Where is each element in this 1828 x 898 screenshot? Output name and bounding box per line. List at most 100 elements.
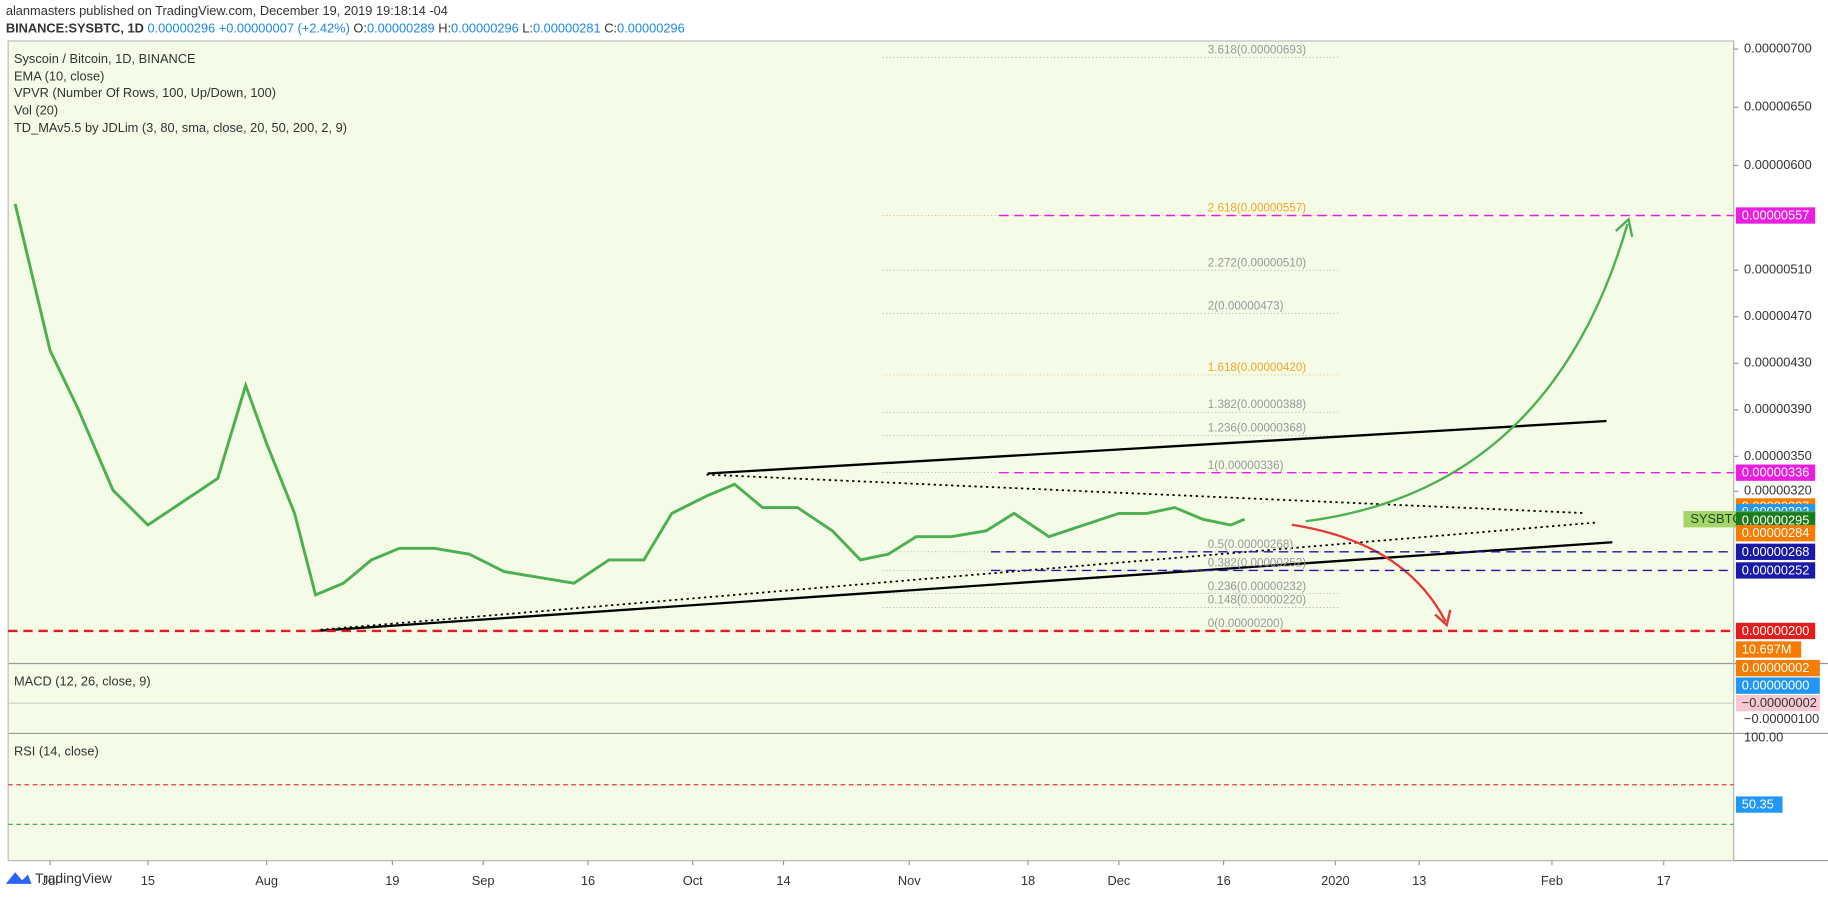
volume-tag <box>1735 641 1802 658</box>
volume-tag-label: 10.697M <box>1742 641 1792 656</box>
fib-label: 3.618(0.00000693) <box>1208 43 1307 56</box>
time-tick-label: 16 <box>1216 873 1230 888</box>
legend-item: Syscoin / Bitcoin, 1D, BINANCE <box>14 51 196 66</box>
price-tick-label: 0.00000700 <box>1744 41 1812 56</box>
price-tag-label: 0.00000557 <box>1742 207 1810 222</box>
price-tag <box>1735 543 1816 560</box>
footer-brand: TradingView <box>35 870 113 886</box>
fib-label: 0(0.00000200) <box>1208 617 1284 630</box>
ohlc-key: O: <box>353 21 367 36</box>
fib-label: 2.272(0.00000510) <box>1208 256 1307 269</box>
arrow-head <box>1434 609 1452 628</box>
price-axis <box>1733 40 1828 861</box>
bearish-arrow <box>1291 523 1447 623</box>
macd-axis-label: −0.00000100 <box>1744 711 1819 726</box>
ohlc-key: H: <box>438 21 451 36</box>
fib-label: 2(0.00000473) <box>1208 299 1284 312</box>
dotted-trendline <box>706 473 1586 514</box>
legend-item: VPVR (Number Of Rows, 100, Up/Down, 100) <box>14 85 276 100</box>
price-tag <box>1735 525 1816 542</box>
price-tag <box>1735 512 1816 529</box>
macd-tag-label: 0.00000000 <box>1742 678 1810 693</box>
rsi-tag <box>1735 796 1783 813</box>
legend-item: TD_MAv5.5 by JDLim (3, 80, sma, close, 2… <box>14 120 347 135</box>
bullish-arrow <box>1305 223 1629 523</box>
ohlc-value: 0.00000281 <box>533 21 601 36</box>
price-tag-label: 0.00000284 <box>1742 525 1810 540</box>
dotted-trendline <box>320 521 1598 631</box>
legend-item: EMA (10, close) <box>14 68 104 83</box>
symbol-line: BINANCE:SYSBTC, 1D 0.00000296 +0.0000000… <box>6 21 685 36</box>
time-tick-label: 19 <box>385 873 399 888</box>
fib-label: 1.236(0.00000368) <box>1208 422 1307 435</box>
price-line <box>13 203 1246 597</box>
price-tag-label: 0.00000200 <box>1742 623 1810 638</box>
fib-label: 1(0.00000336) <box>1208 459 1284 472</box>
time-tick-label: 14 <box>776 873 790 888</box>
time-tick-label: Dec <box>1107 873 1130 888</box>
ohlc-key: L: <box>522 21 533 36</box>
symbol-tag-label: SYSBTC <box>1690 511 1741 526</box>
tradingview-logo <box>5 872 32 884</box>
macd-tag <box>1735 660 1820 677</box>
price-tag <box>1735 464 1816 481</box>
macd-tag <box>1735 694 1820 712</box>
price-tag-label: 0.00000295 <box>1742 512 1810 527</box>
lower-trendline <box>317 541 1613 633</box>
upper-trendline <box>707 419 1607 475</box>
author-line: alanmasters published on TradingView.com… <box>6 3 448 18</box>
price-tick-label: 0.00000430 <box>1744 355 1812 370</box>
macd-tag-label: 0.00000002 <box>1742 660 1810 675</box>
time-tick-label: Nov <box>898 873 921 888</box>
time-tick-label: Aug <box>255 873 278 888</box>
ohlc-value: 0.00000289 <box>367 21 435 36</box>
fib-label: 2.618(0.00000557) <box>1208 202 1307 215</box>
time-tick-label: 18 <box>1021 873 1035 888</box>
fib-label: 0.236(0.00000232) <box>1208 580 1307 593</box>
macd-tag <box>1735 677 1820 694</box>
price-change: +0.00000007 (+2.42%) <box>219 21 350 36</box>
price-tick-label: 0.00000390 <box>1744 401 1812 416</box>
price-tag <box>1735 562 1816 579</box>
time-tick-label: 2020 <box>1321 873 1350 888</box>
price-tag <box>1735 207 1816 224</box>
ohlc-value: 0.00000296 <box>617 21 685 36</box>
ohlc-key: C: <box>604 21 617 36</box>
macd-tag-label: −0.00000002 <box>1742 695 1817 710</box>
symbol: BINANCE:SYSBTC, 1D <box>6 21 144 36</box>
price-tick-label: 0.00000650 <box>1744 99 1812 114</box>
price-tag-label: 0.00000268 <box>1742 544 1810 559</box>
last-price: 0.00000296 <box>148 21 216 36</box>
fib-label: 0.148(0.00000220) <box>1208 594 1307 607</box>
time-tick-label: Feb <box>1541 873 1563 888</box>
price-tag <box>1735 622 1816 640</box>
time-tick-label: 13 <box>1412 873 1426 888</box>
ohlc-value: 0.00000296 <box>451 21 519 36</box>
fib-label: 0.382(0.00000252) <box>1208 557 1307 570</box>
time-tick-label: 15 <box>141 873 155 888</box>
price-tag-label: 0.00000336 <box>1742 465 1810 480</box>
price-tick-label: 0.00000470 <box>1744 308 1812 323</box>
rsi-tag-label: 50.35 <box>1742 797 1774 812</box>
legend-item: Vol (20) <box>14 102 58 117</box>
rsi-title: RSI (14, close) <box>14 744 99 759</box>
chart-frame <box>7 40 1735 862</box>
time-tick-label: 17 <box>1657 873 1671 888</box>
price-tag-label: 0.00000252 <box>1742 562 1810 577</box>
time-tick-label: Jul <box>42 873 58 888</box>
price-tick-label: 0.00000320 <box>1744 483 1812 498</box>
chart-background <box>8 40 1734 861</box>
time-tick-label: Sep <box>472 873 495 888</box>
time-tick-label: Oct <box>683 873 703 888</box>
logo-icon <box>5 872 32 884</box>
macd-title: MACD (12, 26, close, 9) <box>14 674 151 689</box>
price-tick-label: 0.00000350 <box>1744 448 1812 463</box>
time-tick-label: 16 <box>581 873 595 888</box>
fib-label: 1.382(0.00000388) <box>1208 398 1307 411</box>
price-tick-label: 0.00000510 <box>1744 262 1812 277</box>
drawings <box>317 217 1634 633</box>
symbol-tag <box>1683 511 1736 528</box>
price-tick-label: 0.00000600 <box>1744 157 1812 172</box>
rsi-axis-label: 100.00 <box>1744 730 1783 745</box>
